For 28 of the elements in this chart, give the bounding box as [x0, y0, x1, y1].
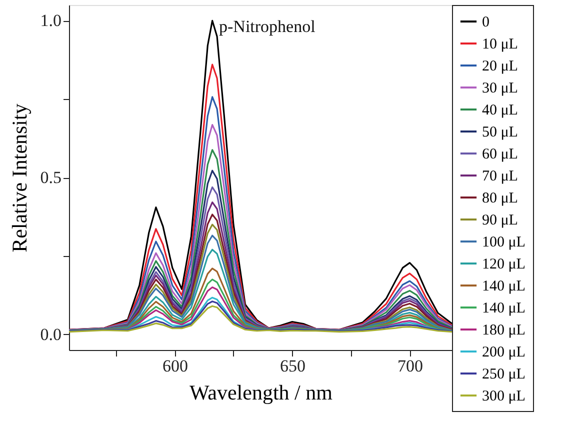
- legend-label: 50 μL: [482, 124, 518, 140]
- line-series: [69, 305, 452, 333]
- y-tick-label: 0.0: [40, 324, 62, 344]
- legend-label: 140 μL: [482, 300, 526, 316]
- legend-label: 250 μL: [482, 366, 526, 382]
- legend-label: 100 μL: [482, 234, 526, 250]
- y-axis-title: Relative Intensity: [7, 103, 32, 252]
- legend-label: 90 μL: [482, 212, 518, 228]
- legend-label: 300 μL: [482, 388, 526, 404]
- legend-label: 140 μL: [482, 278, 526, 294]
- x-tick-label: 650: [280, 356, 306, 376]
- legend-label: 40 μL: [482, 102, 518, 118]
- legend-label: 60 μL: [482, 146, 518, 162]
- legend-label: 120 μL: [482, 256, 526, 272]
- legend-label: 200 μL: [482, 344, 526, 360]
- y-tick-label: 1.0: [40, 11, 62, 30]
- legend-label: 10 μL: [482, 36, 518, 52]
- legend-label: 0: [482, 14, 490, 30]
- y-tick-label: 0.5: [40, 168, 62, 187]
- x-tick-label: 700: [397, 356, 423, 376]
- x-axis-title: Wavelength / nm: [190, 380, 332, 404]
- annotation: p-Nitrophenol: [219, 17, 316, 36]
- legend-label: 70 μL: [482, 168, 518, 184]
- legend-label: 80 μL: [482, 190, 518, 206]
- legend-label: 180 μL: [482, 322, 526, 338]
- legend-label: 30 μL: [482, 80, 518, 96]
- x-tick-label: 600: [162, 356, 188, 376]
- legend-label: 20 μL: [482, 58, 518, 74]
